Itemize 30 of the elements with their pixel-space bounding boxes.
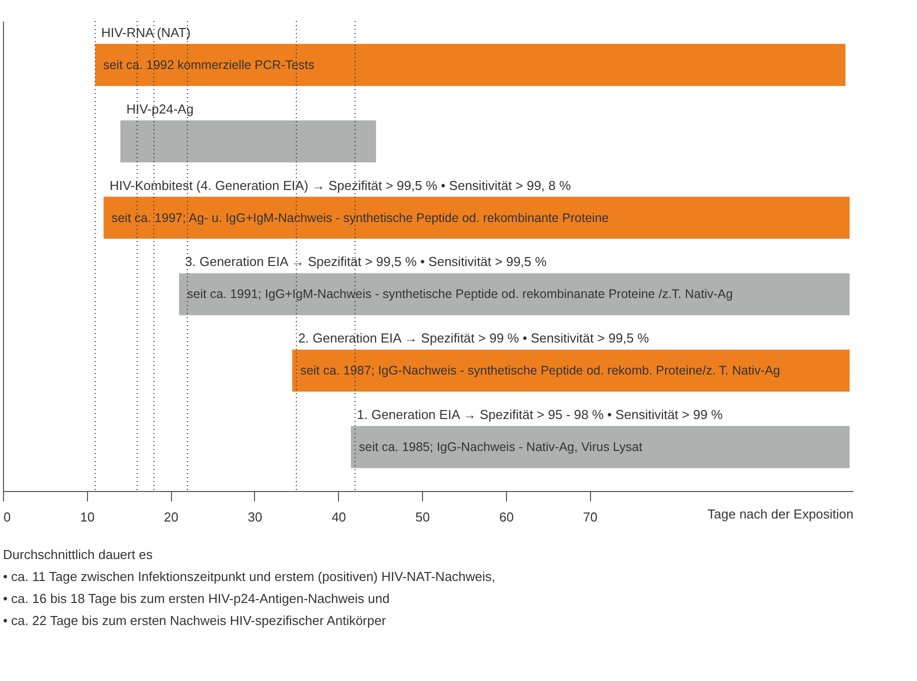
text: Durchschnittlich dauert es [3,547,154,562]
bar [104,196,850,239]
bar [292,350,850,392]
y-tick-label: HIV-RNA (NAT) [101,24,191,40]
x-tick-label: 40 [332,510,346,524]
annotation: seit ca. 1985; IgG-Nachweis - Nativ-Ag, Virus Lysat [358,440,643,454]
bar [120,120,376,162]
x-tick-label: 0 [4,510,11,524]
y-tick-label: 1. Generation EIA → Spezifität > 95 - 98 % • Sensitivität > 99 % [356,407,724,422]
x-tick-label: 30 [248,510,262,524]
text: • ca. 16 bis 18 Tage bis zum ersten HIV-p24-Antigen-Nachweis und [3,591,390,606]
bar [95,44,846,86]
annotation: seit ca. 1992 kommerzielle PCR-Tests [103,58,314,72]
x-axis-title: Tage nach der Exposition [708,506,854,522]
bar [179,273,850,316]
x-tick-label: 10 [80,510,95,524]
annotation: seit ca. 1987; IgG-Nachweis - synthetische Peptide od. rekomb. Proteine/z. T. Nativ-Ag [300,364,780,378]
y-tick-label: HIV-p24-Ag [126,101,194,116]
annotation: seit ca. 1997; Ag- u. IgG+IgM-Nachweis - synthetische Peptide od. rekombinante Proteine [112,210,609,225]
y-tick-label: 3. Generation EIA → Spezifität > 99,5 % • Sensitivität > 99,5 % [185,254,548,270]
text: • ca. 22 Tage bis zum ersten Nachweis HIV-spezifischer Antikörper [3,613,387,628]
y-tick-label: 2. Generation EIA → Spezifität > 99 % • Sensitivität > 99,5 % [298,330,650,346]
bar [350,426,850,468]
y-tick-label: HIV-Kombitest (4. Generation EIA) → Spezifität > 99,5 % • Sensitivität > 99, 8 % [110,178,572,193]
x-tick-label: 70 [583,510,598,524]
x-tick-label: 20 [164,510,178,524]
text: • ca. 11 Tage zwischen Infektionszeitpunkt und erstem (positiven) HIV-NAT-Nachweis, [3,569,496,584]
x-tick-label: 50 [415,510,430,524]
annotation: seit ca. 1991; IgG+IgM-Nachweis - synthetische Peptide od. rekombinanate Proteine /z.T. Nativ-Ag [187,287,733,302]
x-tick-label: 60 [499,510,514,524]
